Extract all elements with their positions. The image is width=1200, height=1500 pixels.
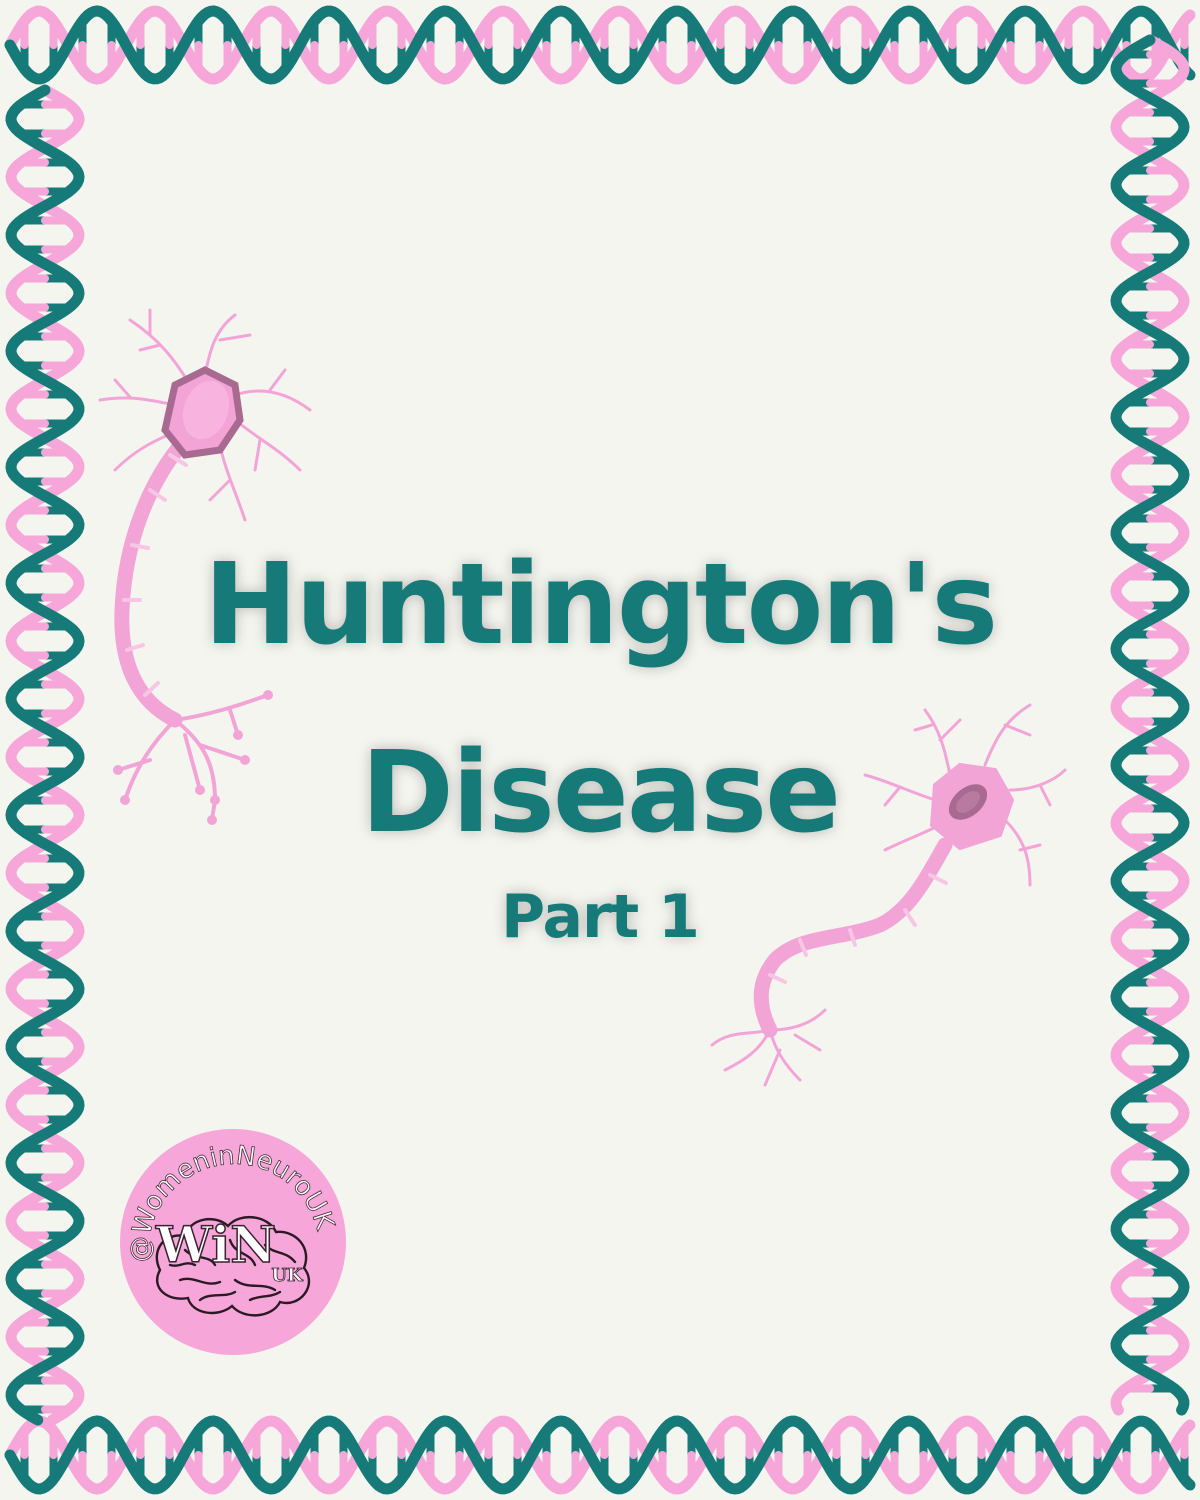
- title-line-2: Disease: [360, 728, 841, 858]
- brain-icon: [155, 1215, 311, 1317]
- subtitle: Part 1: [501, 882, 700, 952]
- dna-strand: [1110, 34, 1190, 1416]
- dna-strand: [4, 1415, 1196, 1495]
- dna-strand: [4, 5, 1196, 85]
- dna-strand: [1110, 34, 1190, 1416]
- dna-strand: [5, 84, 85, 1426]
- title-line-1: Huntington's: [203, 540, 998, 670]
- neuron-icon: [98, 308, 312, 825]
- logo-sub: UK: [271, 1265, 304, 1286]
- neuron-icon: [710, 703, 1067, 1087]
- dna-helix-border-icon: [4, 5, 1196, 1495]
- logo-mark: WiN: [155, 1215, 276, 1274]
- dna-strand: [5, 84, 85, 1426]
- logo: @WomeninNeuroUK WiN UK: [120, 1129, 346, 1355]
